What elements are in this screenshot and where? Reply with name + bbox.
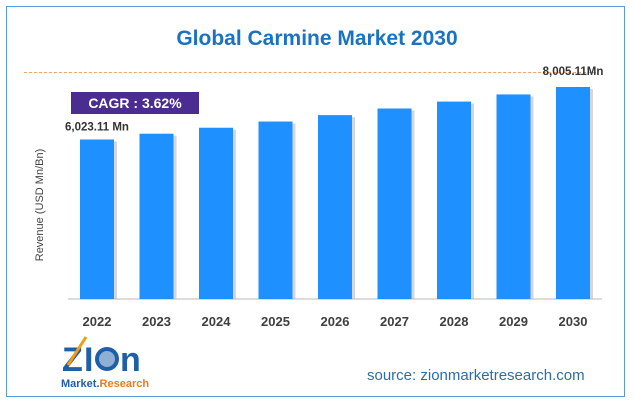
source-note: source: zionmarketresearch.com (367, 367, 585, 384)
data-label-last: 8,005.11Mn (543, 66, 604, 78)
x-tick-label: 2023 (142, 314, 171, 329)
title-divider (24, 72, 596, 73)
x-tick-label: 2027 (380, 314, 409, 329)
bar-2024 (199, 127, 233, 300)
x-tick-label: 2026 (321, 314, 350, 329)
bar-2022 (80, 139, 114, 299)
x-tick-label: 2028 (440, 314, 469, 329)
bar-2027 (377, 108, 412, 299)
x-tick-label: 2030 (559, 314, 588, 329)
x-tick-label: 2024 (202, 314, 232, 329)
x-tick-label: 2025 (261, 314, 290, 329)
bar-2029 (496, 94, 531, 299)
cagr-badge: CAGR : 3.62% (71, 92, 199, 114)
svg-text:I: I (84, 341, 93, 379)
chart-frame (6, 6, 625, 397)
svg-text:n: n (120, 341, 141, 379)
svg-text:Market.Research: Market.Research (61, 378, 149, 390)
chart-title: Global Carmine Market 2030 (176, 27, 458, 50)
bar-2030 (556, 87, 590, 299)
bar-2028 (437, 101, 471, 299)
zion-logo: Z I n Market.Research (61, 336, 149, 390)
x-tick-label: 2029 (499, 314, 528, 329)
bar-2025 (258, 121, 293, 299)
bar-2026 (318, 115, 352, 299)
bar-2023 (139, 133, 174, 299)
x-tick-label: 2022 (83, 314, 112, 329)
data-label-first: 6,023.11 Mn (65, 121, 129, 133)
